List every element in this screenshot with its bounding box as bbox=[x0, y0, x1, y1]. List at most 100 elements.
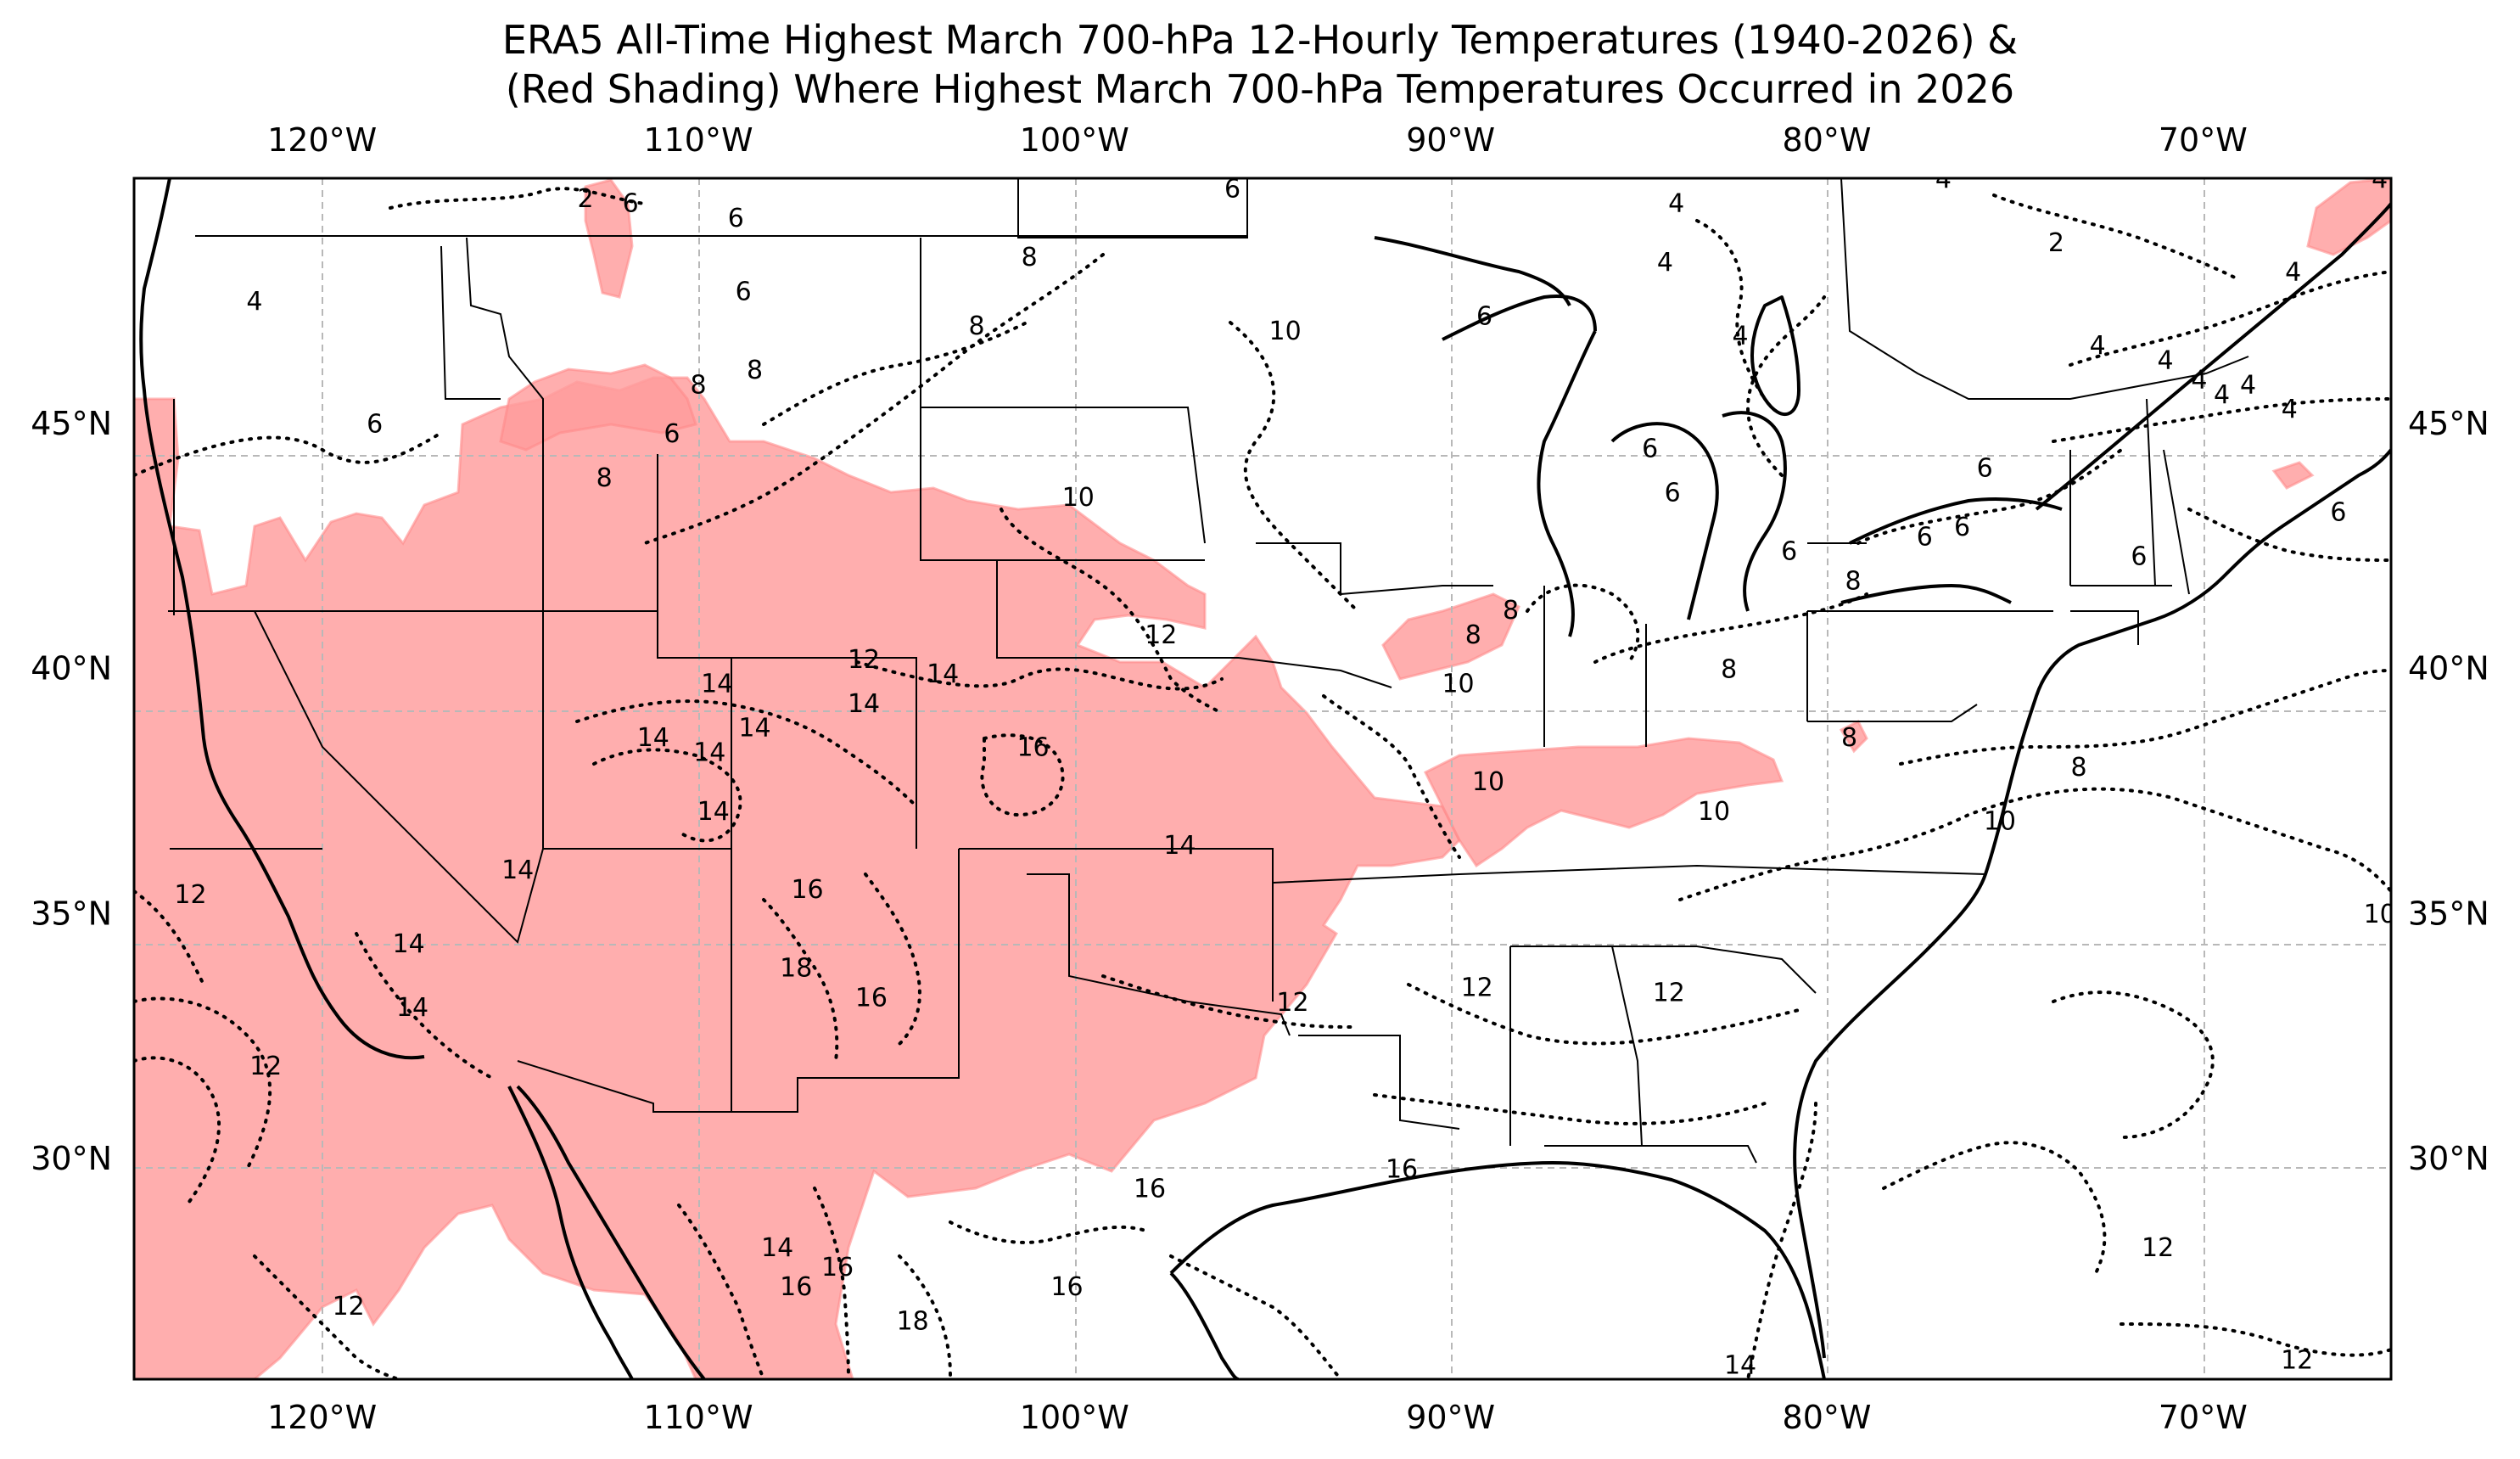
contour-label: 8 bbox=[2070, 753, 2086, 783]
contour-label: 12 bbox=[249, 1052, 282, 1081]
lon-tick-top-label: 90°W bbox=[1406, 121, 1495, 159]
lon-tick-top-label: 100°W bbox=[1020, 121, 1129, 159]
contour-label: 12 bbox=[174, 880, 206, 910]
contour-label: 14 bbox=[701, 670, 733, 699]
contour-label: 10 bbox=[1269, 317, 1302, 346]
lon-tick-bottom-label: 100°W bbox=[1020, 1399, 1129, 1436]
contour-label: 8 bbox=[1465, 620, 1481, 650]
contour-label: 14 bbox=[501, 856, 534, 885]
contour-label: 8 bbox=[596, 463, 613, 493]
contour-label: 12 bbox=[1461, 974, 1493, 1003]
contour-label: 12 bbox=[848, 645, 880, 675]
map-title: ERA5 All-Time Highest March 700-hPa 12-H… bbox=[0, 15, 2520, 114]
contour-label: 14 bbox=[693, 738, 725, 768]
title-line-1: ERA5 All-Time Highest March 700-hPa 12-H… bbox=[501, 17, 2019, 63]
contour-label: 16 bbox=[791, 875, 823, 905]
contour-label: 8 bbox=[969, 311, 985, 341]
contour-lines bbox=[134, 187, 2391, 1379]
contour-label: 14 bbox=[697, 797, 730, 827]
gridlines bbox=[134, 178, 2391, 1379]
contour-label: 10 bbox=[1984, 806, 2016, 836]
map-frame bbox=[132, 177, 2393, 1381]
contour-label: 14 bbox=[393, 929, 425, 959]
lon-tick-bottom-label: 90°W bbox=[1406, 1399, 1495, 1436]
contour-label: 14 bbox=[1163, 831, 1196, 861]
contour-label: 6 bbox=[1642, 434, 1658, 463]
lon-tick-top-label: 110°W bbox=[643, 121, 753, 159]
contour-label: 4 bbox=[1935, 165, 1952, 194]
contour-label: 16 bbox=[855, 983, 888, 1013]
contour-label: 4 bbox=[2090, 331, 2106, 361]
contour-label: 4 bbox=[2282, 395, 2298, 424]
lat-tick-right-label: 40°N bbox=[2408, 650, 2489, 687]
contour-label: 4 bbox=[246, 287, 262, 317]
contour-label: 6 bbox=[2330, 498, 2346, 528]
contour-label: 6 bbox=[1977, 454, 1993, 484]
shading-montana-strip bbox=[584, 178, 634, 299]
contour-label: 4 bbox=[1732, 322, 1748, 351]
contour-label: 4 bbox=[2214, 380, 2230, 410]
contour-label: 4 bbox=[2372, 165, 2388, 194]
contour-label: 14 bbox=[761, 1233, 793, 1263]
title-line-2: (Red Shading) Where Highest March 700-hP… bbox=[505, 66, 2015, 112]
lat-tick-left-label: 45°N bbox=[31, 405, 112, 442]
contour-label: 6 bbox=[1917, 522, 1933, 552]
contour-label: 18 bbox=[780, 954, 812, 984]
contour-label: 4 bbox=[1668, 189, 1684, 219]
contour-label: 4 bbox=[2240, 370, 2256, 400]
contour-label: 10 bbox=[1062, 483, 1095, 513]
shading-maine-spot bbox=[2271, 461, 2315, 490]
lon-tick-bottom-label: 110°W bbox=[643, 1399, 753, 1436]
contour-label: 6 bbox=[728, 204, 744, 233]
lat-tick-left-label: 30°N bbox=[31, 1140, 112, 1177]
contour-label: 16 bbox=[1386, 1154, 1418, 1184]
contour-label: 2 bbox=[2048, 228, 2064, 258]
shading-wv-spot bbox=[1839, 719, 1868, 754]
contour-label: 14 bbox=[738, 714, 770, 744]
contour-label: 12 bbox=[333, 1292, 365, 1322]
contour-label: 12 bbox=[1653, 979, 1685, 1008]
contour-label: 6 bbox=[664, 419, 680, 449]
contour-label: 16 bbox=[1016, 733, 1049, 763]
contour-label: 18 bbox=[897, 1306, 929, 1336]
lon-tick-bottom-label: 80°W bbox=[1783, 1399, 1872, 1436]
contour-label: 12 bbox=[2142, 1233, 2174, 1263]
state-borders bbox=[168, 178, 2249, 1164]
contour-label: 12 bbox=[1276, 988, 1308, 1018]
contour-label: 8 bbox=[1721, 654, 1737, 684]
contour-label: 16 bbox=[821, 1253, 854, 1282]
contour-label: 10 bbox=[1698, 797, 1730, 827]
contour-label: 16 bbox=[780, 1272, 812, 1302]
contour-label: 8 bbox=[690, 370, 706, 400]
lon-tick-bottom-label: 120°W bbox=[267, 1399, 377, 1436]
contour-label: 6 bbox=[1224, 174, 1240, 204]
contour-label: 12 bbox=[1145, 620, 1177, 650]
contour-label: 8 bbox=[1503, 596, 1519, 626]
lon-tick-top-label: 80°W bbox=[1783, 121, 1872, 159]
contour-label: 4 bbox=[1657, 248, 1673, 278]
lon-tick-bottom-label: 70°W bbox=[2159, 1399, 2248, 1436]
contour-label: 8 bbox=[1022, 243, 1038, 272]
contour-label: 6 bbox=[1954, 513, 1970, 542]
shading-northern-rockies bbox=[499, 363, 697, 452]
contour-label: 6 bbox=[1781, 537, 1797, 567]
contour-label: 14 bbox=[927, 659, 959, 689]
lat-tick-left-label: 40°N bbox=[31, 650, 112, 687]
contour-label: 2 bbox=[577, 184, 593, 214]
contour-label: 16 bbox=[1050, 1272, 1083, 1302]
contour-label: 16 bbox=[1134, 1175, 1166, 1204]
contour-label: 10 bbox=[1472, 767, 1504, 797]
contour-label: 6 bbox=[367, 410, 383, 440]
contour-label: 6 bbox=[2131, 542, 2147, 571]
contour-label: 8 bbox=[1845, 566, 1861, 596]
contour-label: 6 bbox=[736, 278, 752, 307]
contour-label: 4 bbox=[2285, 258, 2301, 288]
shading-new-brunswick bbox=[2306, 178, 2391, 256]
contour-label: 14 bbox=[848, 689, 880, 719]
contour-label: 8 bbox=[747, 356, 763, 385]
contour-label: 14 bbox=[396, 993, 428, 1023]
contour-label: 10 bbox=[2364, 900, 2396, 929]
